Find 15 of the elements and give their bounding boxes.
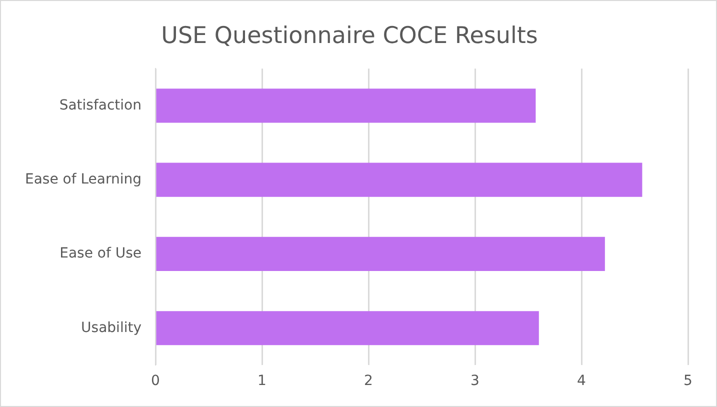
x-tick-label: 4 [577, 373, 586, 390]
x-tick-label: 0 [151, 373, 160, 390]
y-tick-label: Usability [81, 320, 142, 336]
x-tick-label: 2 [364, 373, 373, 390]
x-tick-label: 3 [470, 373, 480, 390]
y-tick-label: Ease of Learning [24, 171, 142, 188]
bar [156, 88, 536, 123]
x-tick-label: 1 [258, 373, 266, 390]
y-tick-label: Ease of Use [60, 246, 142, 262]
x-tick-label: 5 [684, 373, 692, 390]
chart-title: USE Questionnaire COCE Results [161, 22, 538, 49]
bar [156, 236, 605, 272]
y-tick-label: Satisfaction [59, 97, 142, 114]
bar [156, 162, 642, 197]
bar [156, 311, 539, 346]
